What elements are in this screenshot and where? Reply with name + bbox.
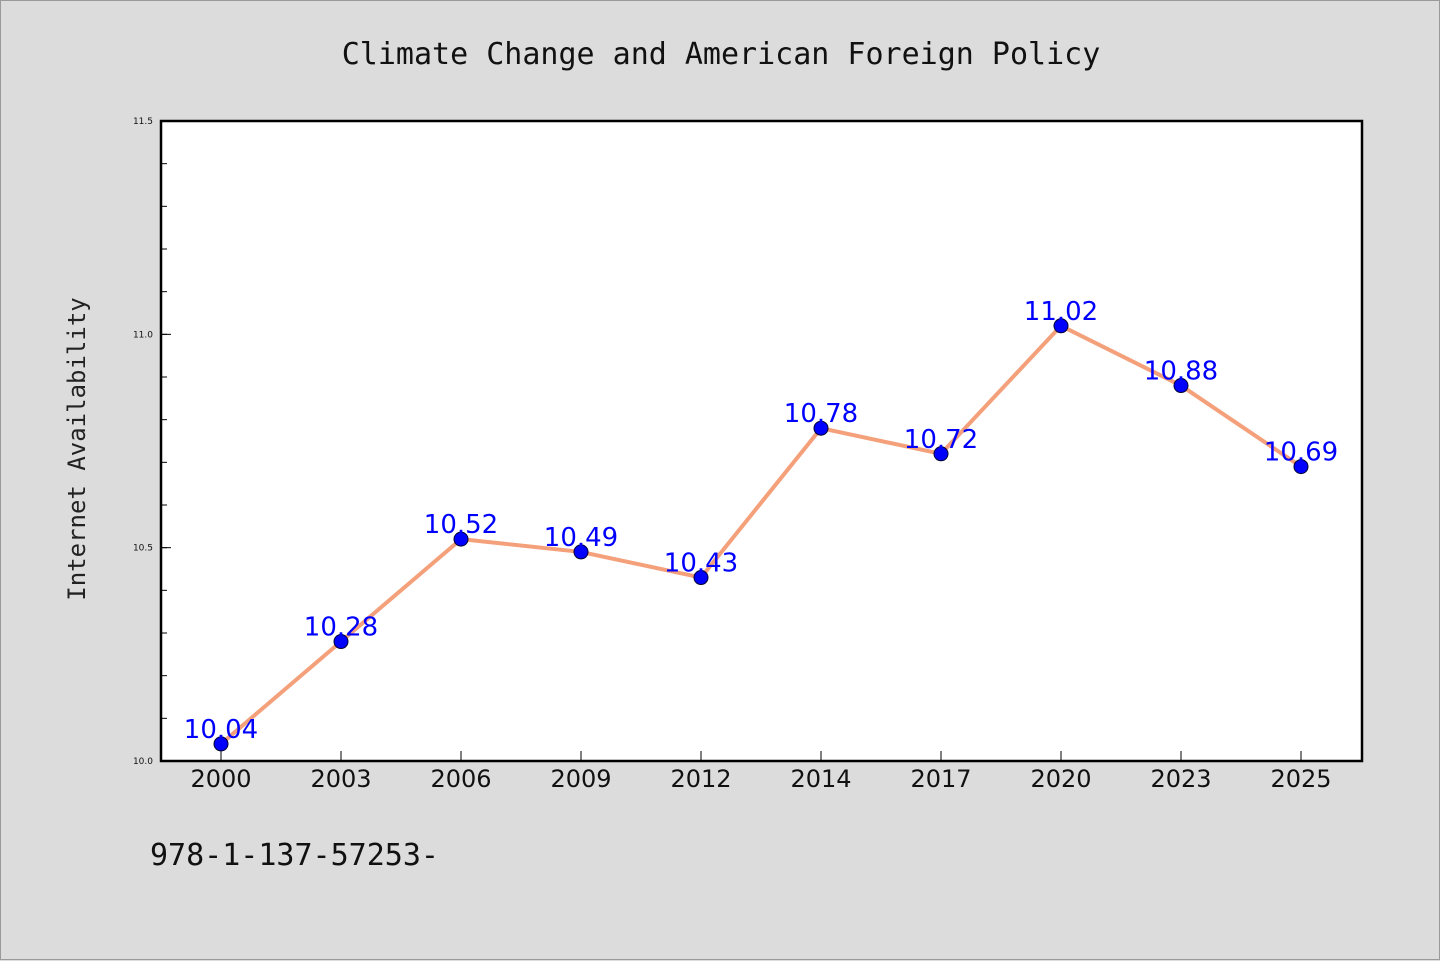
data-point xyxy=(213,736,229,752)
data-point xyxy=(813,420,829,436)
y-tick-label: 10.0 xyxy=(133,757,153,767)
y-tick-label: 10.5 xyxy=(133,544,153,554)
x-tick-label: 2017 xyxy=(910,765,971,793)
data-label: 10.04 xyxy=(184,715,258,745)
x-tick-label: 2009 xyxy=(550,765,611,793)
series-line xyxy=(219,323,1303,746)
labels-layer: 10.04 10.28 10.52 10.49 10.43 10.78 10.72 11.02… xyxy=(184,297,1338,745)
y-axis-label: Internet Availability xyxy=(63,297,91,600)
data-point xyxy=(333,634,349,650)
series-layer xyxy=(213,318,1309,752)
data-point xyxy=(933,446,949,462)
ticks-layer: 10.0 10.5 11.0 11.5 2000 2003 2006 2009 2012 2014… xyxy=(133,117,1332,793)
plot-area xyxy=(161,121,1362,761)
x-tick-label: 2006 xyxy=(430,765,491,793)
x-tick-label: 2003 xyxy=(310,765,371,793)
x-tick-label: 2025 xyxy=(1270,765,1331,793)
data-label: 10.43 xyxy=(664,549,738,579)
data-label: 10.28 xyxy=(304,613,378,643)
data-label: 11.02 xyxy=(1024,297,1098,327)
plot-border xyxy=(159,119,1364,763)
y-tick-label: 11.0 xyxy=(133,330,153,340)
data-point xyxy=(1173,378,1189,394)
x-tick-label: 2012 xyxy=(670,765,731,793)
data-label: 10.69 xyxy=(1264,438,1338,468)
data-label: 10.78 xyxy=(784,399,858,429)
data-label: 10.49 xyxy=(544,523,618,553)
data-point xyxy=(1053,318,1069,334)
chart-title: Climate Change and American Foreign Poli… xyxy=(342,37,1101,72)
data-point xyxy=(573,544,589,560)
x-tick-label: 2014 xyxy=(790,765,851,793)
data-label: 10.72 xyxy=(904,425,978,455)
x-tick-label: 2020 xyxy=(1030,765,1091,793)
y-tick-label: 11.5 xyxy=(133,117,153,127)
data-label: 10.52 xyxy=(424,510,498,540)
footer-text: 978-1-137-57253- xyxy=(150,838,439,873)
x-tick-label: 2000 xyxy=(190,765,251,793)
data-label: 10.88 xyxy=(1144,357,1218,387)
data-point xyxy=(453,531,469,547)
data-point xyxy=(693,570,709,586)
x-tick-label: 2023 xyxy=(1150,765,1211,793)
data-point xyxy=(1293,459,1309,475)
